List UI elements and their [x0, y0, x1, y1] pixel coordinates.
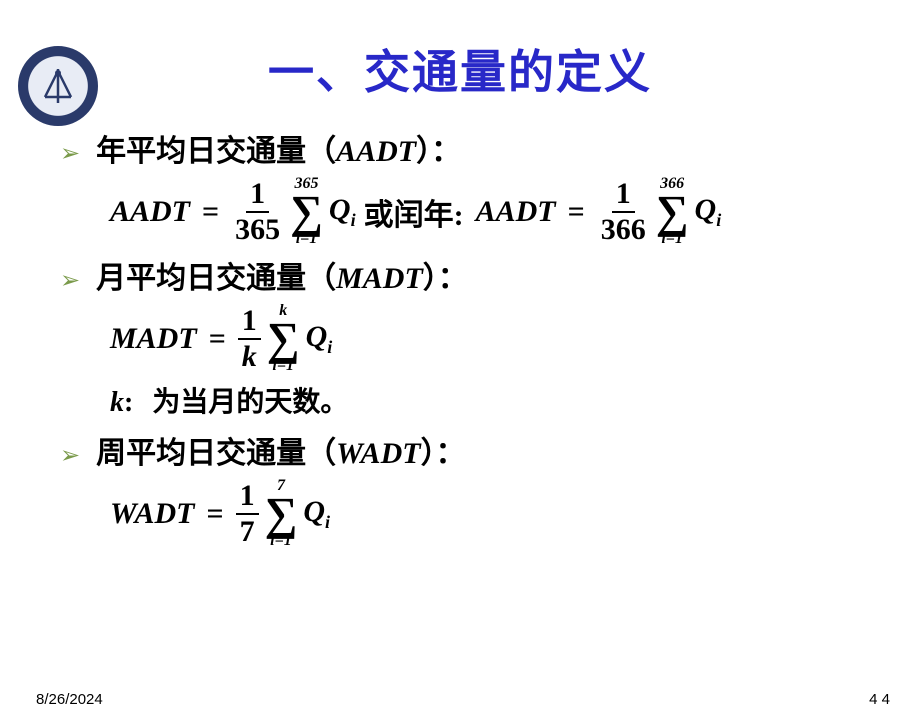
- chevron-right-icon: ➢: [60, 266, 80, 295]
- q-term: Qi: [306, 320, 333, 358]
- sum-lower: i=1: [661, 231, 683, 247]
- fraction-den: 365: [231, 213, 284, 245]
- formula-wadt: WADT = 1 7 7 ∑ i=1 Qi: [110, 478, 860, 549]
- equals-sign: =: [568, 195, 585, 229]
- note-text: 为当月的天数。: [152, 387, 348, 418]
- fraction: 1 7: [236, 481, 259, 547]
- university-logo: [18, 46, 98, 126]
- bullet-aadt: ➢ 年平均日交通量（AADT）：: [60, 126, 860, 170]
- footer-date: 8/26/2024: [36, 691, 103, 708]
- fraction: 1 k: [238, 306, 261, 372]
- bullet-wadt: ➢ 周平均日交通量（WADT）：: [60, 428, 860, 472]
- summation: 366 ∑ i=1: [656, 176, 689, 247]
- summation: k ∑ i=1: [267, 303, 300, 374]
- summation: 7 ∑ i=1: [265, 478, 298, 549]
- bullet-text: 周平均日交通量（WADT）：: [96, 428, 465, 472]
- chevron-right-icon: ➢: [60, 139, 80, 168]
- note-colon: :: [124, 387, 133, 418]
- fraction: 1 366: [597, 179, 650, 245]
- fraction-den: k: [238, 340, 261, 372]
- bullet-prefix: 周平均日交通量（: [96, 437, 336, 470]
- fraction: 1 365: [231, 179, 284, 245]
- page-title: 一、交通量的定义: [0, 36, 920, 102]
- bullet-madt: ➢ 月平均日交通量（MADT）：: [60, 253, 860, 297]
- content-area: ➢ 年平均日交通量（AADT）： AADT = 1 365 365 ∑ i=1 …: [60, 126, 860, 549]
- fraction-den: 366: [597, 213, 650, 245]
- chevron-right-icon: ➢: [60, 441, 80, 470]
- equals-sign: =: [206, 497, 223, 531]
- fraction-num: 1: [236, 481, 259, 515]
- fraction-num: 1: [246, 179, 269, 213]
- note-k: k: [110, 387, 124, 418]
- formula-lhs: WADT: [110, 497, 194, 531]
- bullet-prefix: 年平均日交通量（: [96, 135, 336, 168]
- formula-lhs: MADT: [110, 322, 197, 356]
- bullet-suffix: ）：: [416, 135, 461, 168]
- formula-madt: MADT = 1 k k ∑ i=1 Qi: [110, 303, 860, 374]
- formula-lhs: AADT: [110, 195, 190, 229]
- equals-sign: =: [209, 322, 226, 356]
- bullet-latin: AADT: [336, 135, 416, 168]
- bullet-latin: WADT: [336, 437, 420, 470]
- bullet-suffix: ）：: [423, 262, 468, 295]
- bullet-text: 年平均日交通量（AADT）：: [96, 126, 461, 170]
- sum-lower: i=1: [272, 358, 294, 374]
- formula-aadt: AADT = 1 365 365 ∑ i=1 Qi 或闰年: AADT = 1 …: [110, 176, 860, 247]
- footer-page: 4 4: [869, 691, 890, 708]
- sigma-icon: ∑: [656, 192, 689, 231]
- sum-lower: i=1: [296, 231, 318, 247]
- sum-lower: i=1: [270, 533, 292, 549]
- q-term: Qi: [695, 193, 722, 231]
- bullet-suffix: ）：: [421, 437, 466, 470]
- formula-lhs2: AADT: [476, 195, 556, 229]
- or-leap-year-text: 或闰年:: [364, 190, 464, 234]
- note-k-days: k: 为当月的天数。: [110, 380, 860, 420]
- q-term: Qi: [329, 193, 356, 231]
- equals-sign: =: [202, 195, 219, 229]
- sigma-icon: ∑: [290, 192, 323, 231]
- bullet-text: 月平均日交通量（MADT）：: [96, 253, 468, 297]
- q-term: Qi: [303, 495, 330, 533]
- bullet-prefix: 月平均日交通量（: [96, 262, 336, 295]
- sigma-icon: ∑: [265, 494, 298, 533]
- fraction-num: 1: [238, 306, 261, 340]
- fraction-num: 1: [612, 179, 635, 213]
- summation: 365 ∑ i=1: [290, 176, 323, 247]
- logo-inner-icon: [35, 63, 81, 109]
- bullet-latin: MADT: [336, 262, 423, 295]
- fraction-den: 7: [236, 515, 259, 547]
- sigma-icon: ∑: [267, 319, 300, 358]
